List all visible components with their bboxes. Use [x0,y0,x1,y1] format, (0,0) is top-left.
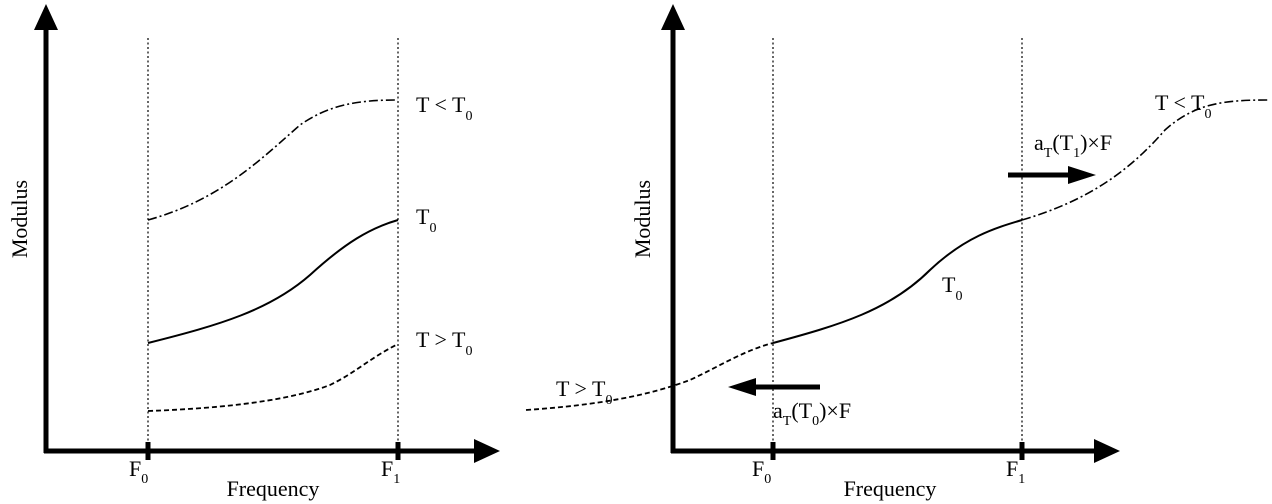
right-x-axis-arrowhead [1094,439,1120,463]
right-curve-cold-segment [1021,99,1269,221]
left-curve-hot [147,343,399,412]
right-panel: aT(T1)×F aT(T0)×F T < T0 T0 T > T0 F0 F1… [525,4,1269,501]
left-y-axis-title: Modulus [7,180,32,258]
left-label-hot: T > T0 [416,327,473,359]
left-tick-label-f1: F1 [381,456,400,487]
right-label-hot: T > T0 [556,376,613,408]
left-x-axis-arrowhead [474,439,500,463]
left-curve-reference [147,219,399,344]
left-x-axis-title: Frequency [227,476,320,501]
left-tick-label-f0: F0 [129,456,148,487]
right-x-axis-title: Frequency [844,476,937,501]
left-panel: T < T0 T0 T > T0 F0 F1 Frequency Modulus [7,4,500,501]
right-curve-hot-segment [525,342,774,411]
right-shift-label-right: aT(T1)×F [1034,130,1112,161]
right-shift-arrowhead-left [728,378,756,396]
right-tick-label-f1: F1 [1006,456,1025,487]
right-shift-arrowhead-right [1068,166,1096,184]
left-y-axis-arrowhead [34,4,58,30]
right-y-axis-arrowhead [661,4,685,30]
left-curve-cold [147,99,399,221]
right-label-cold: T < T0 [1155,90,1212,122]
right-shift-label-left: aT(T0)×F [773,398,851,429]
right-curve-reference-segment [772,219,1023,344]
left-label-cold: T < T0 [416,92,473,124]
right-tick-label-f0: F0 [752,456,771,487]
left-label-reference: T0 [416,204,436,236]
right-y-axis-title: Modulus [630,180,655,258]
right-label-reference: T0 [942,272,962,304]
